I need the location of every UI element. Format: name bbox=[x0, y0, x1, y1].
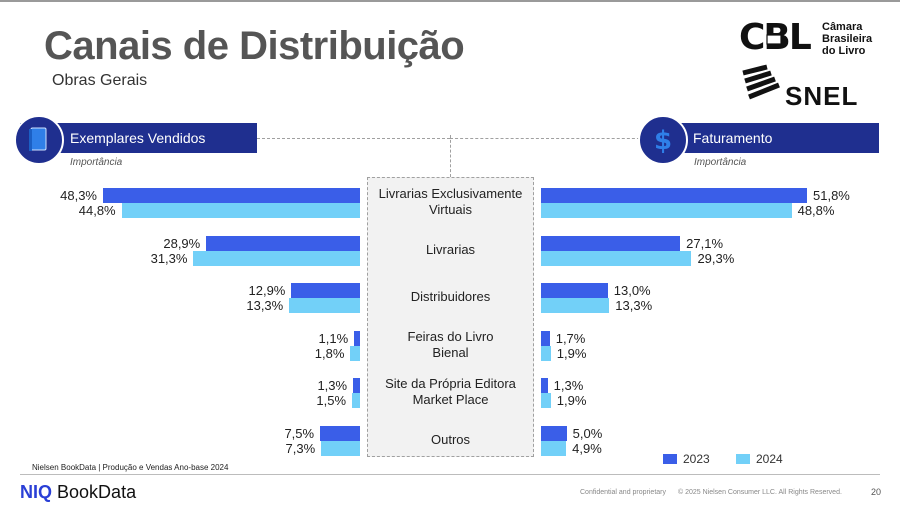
right-panel-title: Faturamento bbox=[693, 130, 773, 146]
legend-label-2023: 2023 bbox=[683, 452, 710, 466]
category-label-5: Outros bbox=[430, 431, 470, 447]
copyright-note: © 2025 Nielsen Consumer LLC. All Rights … bbox=[678, 489, 842, 496]
left-value-2023-4: 1,3% bbox=[317, 378, 348, 393]
source-note: Nielsen BookData | Produção e Vendas Ano… bbox=[32, 463, 229, 472]
right-value-2024-0: 48,8% bbox=[797, 203, 835, 218]
left-value-2024-2: 13,3% bbox=[246, 298, 284, 313]
right-value-2024-1: 29,3% bbox=[697, 250, 735, 266]
cbl-line-3: do Livro bbox=[822, 45, 866, 57]
brand-prefix: NIQ bbox=[20, 482, 53, 502]
right-bar-2024-1 bbox=[541, 250, 692, 266]
left-bar-2024-2 bbox=[289, 298, 360, 313]
dollar-icon: $ bbox=[638, 115, 688, 165]
right-bar-2024-2 bbox=[541, 298, 610, 313]
right-bar-2024-3 bbox=[541, 345, 551, 361]
page-subtitle: Obras Gerais bbox=[52, 72, 148, 89]
left-bar-2024-0 bbox=[121, 203, 360, 218]
left-bar-2023-3 bbox=[354, 330, 360, 346]
footer-rule bbox=[20, 474, 880, 475]
left-value-2023-3: 1,1% bbox=[318, 330, 349, 346]
svg-text:$: $ bbox=[654, 126, 672, 156]
left-value-2023-0: 48,3% bbox=[60, 188, 97, 203]
book-icon bbox=[14, 115, 64, 165]
niq-bookdata-logo: NIQ BookData bbox=[20, 482, 136, 503]
cbl-line-1: Câmara bbox=[822, 21, 863, 33]
category-label-1: Livrarias bbox=[425, 241, 476, 257]
connector-line-right bbox=[450, 138, 645, 139]
right-value-2024-5: 4,9% bbox=[572, 440, 602, 456]
right-value-2024-2: 13,3% bbox=[615, 298, 653, 313]
confidential-note: Confidential and proprietary bbox=[580, 489, 666, 496]
right-value-2023-0: 51,8% bbox=[813, 188, 850, 203]
category-label-4: Site da Própria Editora Market Place bbox=[385, 376, 516, 407]
right-value-2023-3: 1,7% bbox=[555, 330, 586, 346]
legend-item-2023: 2023 bbox=[663, 452, 710, 466]
right-bar-2023-0 bbox=[541, 188, 807, 203]
left-value-2023-5: 7,5% bbox=[284, 425, 315, 441]
right-bar-2023-2 bbox=[541, 283, 608, 298]
left-bar-2024-1 bbox=[193, 250, 360, 266]
left-value-2023-1: 28,9% bbox=[163, 235, 201, 251]
page-number: 20 bbox=[871, 487, 882, 497]
left-value-2024-0: 44,8% bbox=[78, 203, 116, 218]
right-bar-2024-0 bbox=[541, 203, 792, 218]
right-value-2023-2: 13,0% bbox=[613, 283, 651, 298]
left-bar-2023-4 bbox=[353, 378, 360, 393]
category-label-3: Feiras do Livro Bienal bbox=[407, 328, 494, 360]
right-value-2023-5: 5,0% bbox=[572, 425, 603, 441]
right-bar-2023-1 bbox=[541, 235, 681, 251]
left-panel-title: Exemplares Vendidos bbox=[70, 130, 206, 146]
right-value-2023-4: 1,3% bbox=[553, 378, 584, 393]
right-bar-2023-3 bbox=[541, 330, 550, 346]
left-value-2024-4: 1,5% bbox=[316, 393, 347, 408]
cbl-snel-logo: CBL Câmara Brasileira do Livro SNEL bbox=[727, 15, 887, 115]
brand-name: BookData bbox=[57, 482, 137, 502]
legend-swatch-2024 bbox=[736, 454, 750, 464]
right-value-2024-3: 1,9% bbox=[556, 345, 587, 361]
left-bar-2024-4 bbox=[352, 393, 360, 408]
connector-line-center bbox=[450, 135, 451, 177]
cbl-line-2: Brasileira bbox=[822, 33, 873, 45]
right-value-2024-4: 1,9% bbox=[556, 393, 587, 408]
right-bar-2024-5 bbox=[541, 440, 567, 456]
category-panel bbox=[367, 177, 534, 457]
category-label-2: Distribuidores bbox=[410, 289, 491, 304]
left-bar-2024-5 bbox=[321, 440, 360, 456]
right-bar-2023-5 bbox=[541, 425, 567, 441]
legend-item-2024: 2024 bbox=[736, 452, 783, 466]
legend-swatch-2023 bbox=[663, 454, 677, 464]
right-bar-2024-4 bbox=[541, 393, 551, 408]
legend-label-2024: 2024 bbox=[756, 452, 783, 466]
left-importance-label: Importância bbox=[70, 157, 123, 168]
connector-line-left bbox=[257, 138, 450, 139]
right-value-2023-1: 27,1% bbox=[686, 235, 724, 251]
snel-text: SNEL bbox=[785, 81, 859, 111]
left-value-2023-2: 12,9% bbox=[248, 283, 286, 298]
left-value-2024-3: 1,8% bbox=[314, 345, 345, 361]
category-label-0: Livrarias Exclusivamente Virtuais bbox=[378, 186, 523, 217]
left-bar-2023-5 bbox=[320, 425, 360, 441]
left-value-2024-5: 7,3% bbox=[285, 440, 316, 456]
left-bar-2023-2 bbox=[291, 283, 360, 298]
left-bar-2023-1 bbox=[206, 235, 360, 251]
right-bar-2023-4 bbox=[541, 378, 548, 393]
left-bar-2023-0 bbox=[103, 188, 360, 203]
left-value-2024-1: 31,3% bbox=[150, 250, 188, 266]
left-bar-2024-3 bbox=[350, 345, 360, 361]
top-rule bbox=[0, 0, 900, 2]
right-importance-label: Importância bbox=[694, 157, 747, 168]
page-title: Canais de Distribuição bbox=[44, 24, 465, 68]
